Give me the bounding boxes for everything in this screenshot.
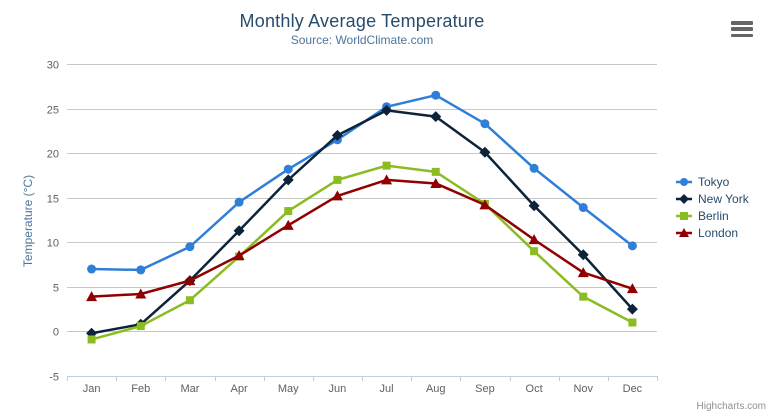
x-axis-label: Mar	[180, 383, 199, 395]
legend-triangle-icon	[676, 227, 692, 237]
data-point-london-apr[interactable]	[233, 250, 245, 261]
legend-label: Berlin	[698, 208, 729, 223]
data-point-new-york-oct[interactable]	[528, 200, 540, 212]
data-point-berlin-jan[interactable]	[87, 335, 96, 344]
data-point-london-sep[interactable]	[479, 199, 491, 210]
x-axis-label: Dec	[623, 383, 643, 395]
x-axis-label: Jan	[83, 383, 101, 395]
x-axis-label: Nov	[573, 383, 593, 395]
legend-label: London	[698, 225, 739, 240]
data-point-berlin-nov[interactable]	[579, 292, 588, 301]
data-point-tokyo-sep[interactable]	[480, 119, 490, 129]
data-point-london-nov[interactable]	[577, 267, 589, 278]
series-line-tokyo	[90, 93, 634, 272]
data-point-new-york-aug[interactable]	[430, 111, 442, 123]
data-point-berlin-mar[interactable]	[185, 296, 194, 305]
data-point-london-jan[interactable]	[86, 291, 98, 302]
y-axis-label: 30	[47, 60, 59, 72]
data-point-london-mar[interactable]	[184, 275, 196, 286]
data-point-berlin-jun[interactable]	[333, 175, 342, 184]
hamburger-icon	[731, 27, 753, 31]
data-point-new-york-jul[interactable]	[381, 104, 393, 116]
legend-label: New York	[698, 191, 749, 206]
data-point-berlin-feb[interactable]	[136, 322, 145, 331]
data-point-tokyo-mar[interactable]	[185, 242, 195, 252]
y-axis-label: 15	[47, 194, 59, 206]
data-point-tokyo-nov[interactable]	[578, 203, 588, 213]
data-point-tokyo-apr[interactable]	[234, 197, 244, 207]
chart-subtitle: Source: WorldClimate.com	[290, 33, 434, 47]
y-axis-label: -5	[49, 372, 59, 384]
x-axis-label: Jul	[380, 383, 394, 395]
y-axis-label: 25	[47, 105, 59, 117]
series-line-london	[90, 178, 634, 298]
y-axis-label: 10	[47, 238, 59, 250]
data-point-tokyo-dec[interactable]	[627, 241, 637, 251]
x-axis-label: Aug	[426, 383, 446, 395]
legend-square-icon	[676, 211, 692, 220]
hamburger-icon	[731, 33, 753, 37]
data-point-tokyo-may[interactable]	[283, 164, 293, 174]
data-point-berlin-dec[interactable]	[628, 318, 637, 327]
data-point-berlin-aug[interactable]	[431, 167, 440, 176]
chart-title: Monthly Average Temperature	[239, 11, 485, 31]
y-axis-label: 20	[47, 149, 59, 161]
legend-item-berlin[interactable]: Berlin	[676, 207, 749, 224]
x-axis-label: Oct	[526, 383, 543, 395]
data-point-london-feb[interactable]	[135, 288, 147, 299]
x-axis-label: Sep	[475, 383, 495, 395]
credits-link[interactable]: Highcharts.com	[696, 401, 766, 412]
x-axis-label: Feb	[131, 383, 150, 395]
data-point-tokyo-aug[interactable]	[431, 90, 441, 100]
data-point-new-york-apr[interactable]	[233, 225, 245, 237]
legend-item-london[interactable]: London	[676, 224, 749, 241]
y-axis-label: 0	[53, 327, 59, 339]
x-axis-label: Apr	[231, 383, 248, 395]
data-point-new-york-jun[interactable]	[331, 129, 343, 141]
hamburger-icon	[731, 21, 753, 25]
legend-circle-icon	[676, 177, 692, 186]
x-axis-label: Jun	[329, 383, 347, 395]
data-point-london-dec[interactable]	[626, 283, 638, 294]
data-point-berlin-jul[interactable]	[382, 161, 391, 170]
legend-diamond-icon	[676, 193, 692, 204]
data-point-berlin-may[interactable]	[284, 207, 293, 216]
data-point-berlin-oct[interactable]	[530, 247, 539, 256]
legend-item-new-york[interactable]: New York	[676, 190, 749, 207]
y-axis-label: 5	[53, 283, 59, 295]
data-point-london-jun[interactable]	[331, 190, 343, 201]
series-line-new-york	[90, 109, 634, 335]
data-point-london-jul[interactable]	[381, 174, 393, 185]
data-point-london-aug[interactable]	[430, 177, 442, 188]
legend: Tokyo New York Berlin London	[676, 173, 749, 241]
data-point-tokyo-oct[interactable]	[529, 163, 539, 173]
data-point-tokyo-feb[interactable]	[136, 265, 146, 275]
data-point-london-oct[interactable]	[528, 234, 540, 245]
export-menu-button[interactable]	[730, 20, 754, 38]
x-axis-label: May	[278, 383, 299, 395]
data-point-new-york-nov[interactable]	[577, 249, 589, 261]
legend-label: Tokyo	[698, 174, 730, 189]
data-point-london-may[interactable]	[282, 219, 294, 230]
data-point-tokyo-jan[interactable]	[87, 264, 97, 274]
series-line-berlin	[90, 164, 634, 341]
data-point-new-york-sep[interactable]	[479, 146, 491, 158]
legend-item-tokyo[interactable]: Tokyo	[676, 173, 749, 190]
data-point-new-york-dec[interactable]	[626, 303, 638, 315]
data-point-new-york-may[interactable]	[282, 174, 294, 186]
